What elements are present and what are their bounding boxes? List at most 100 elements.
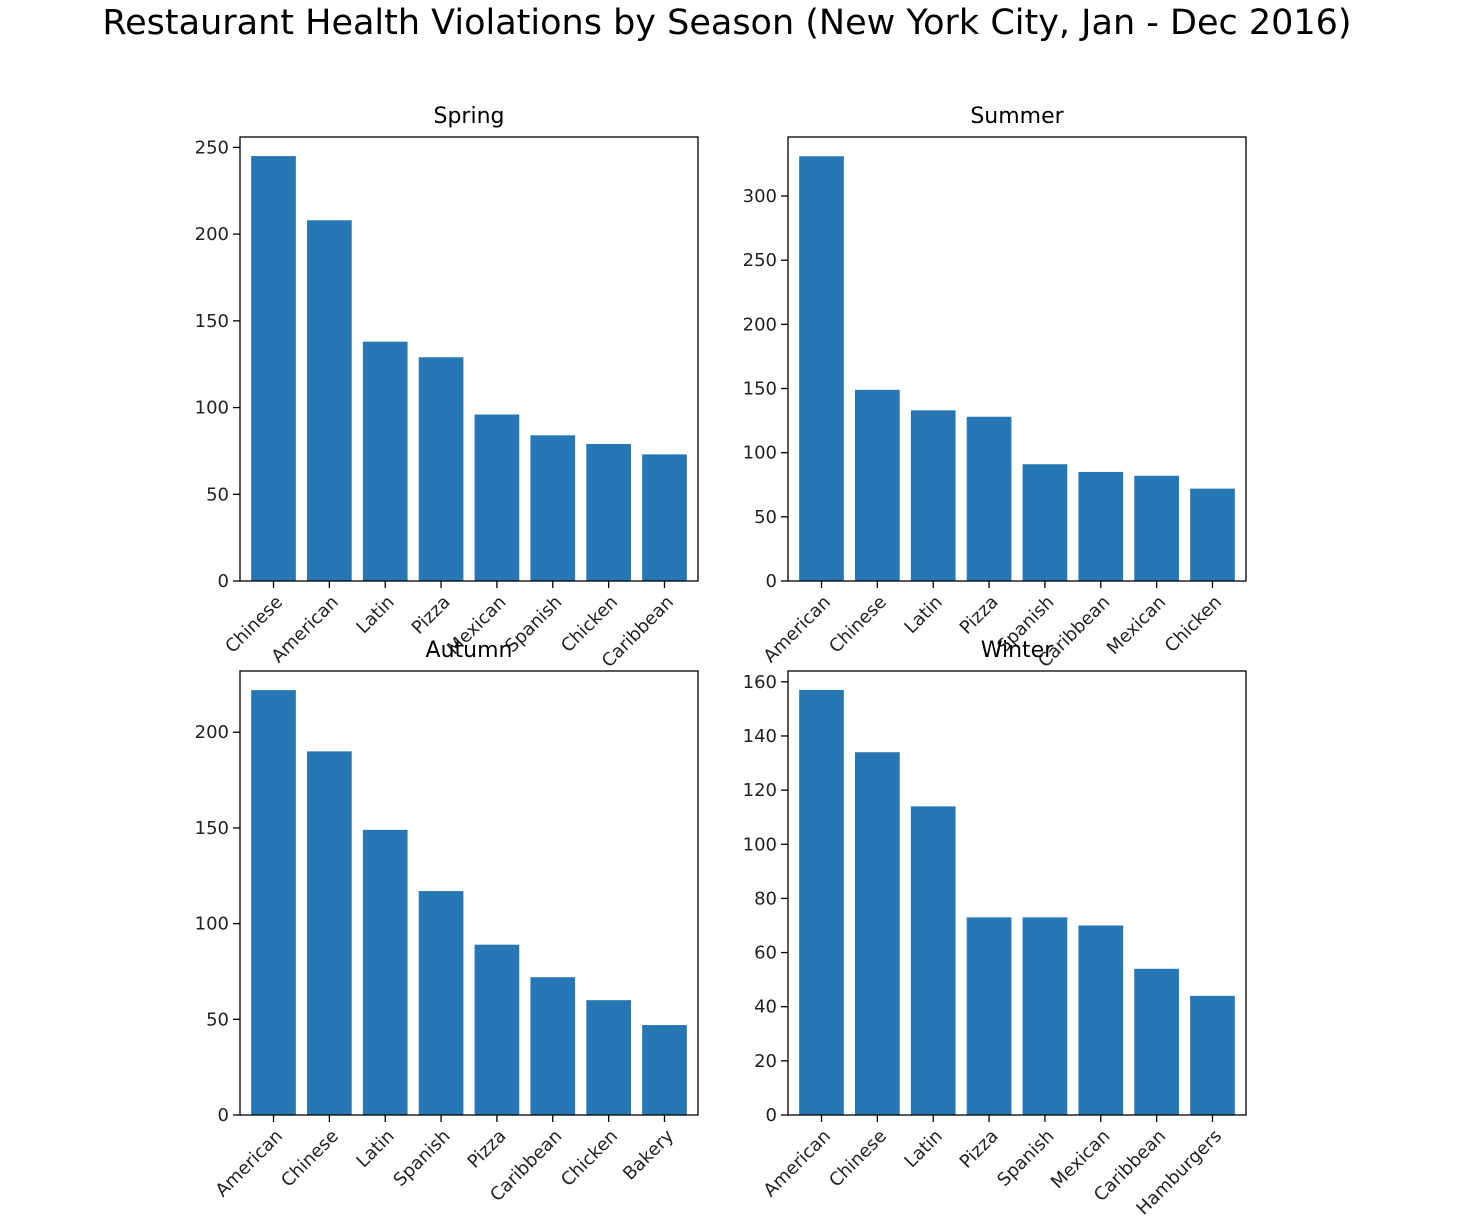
bar-pizza xyxy=(418,357,464,581)
bar-series xyxy=(251,156,687,581)
bar-chicken xyxy=(586,443,631,581)
y-tick-label: 200 xyxy=(195,722,229,743)
bar-chinese xyxy=(855,752,900,1115)
y-tick-label: 50 xyxy=(754,507,777,528)
bar-hamburgers xyxy=(1190,995,1235,1115)
bar-series xyxy=(251,690,687,1115)
x-tick-label: Latin xyxy=(900,1126,946,1172)
bar-latin xyxy=(362,341,408,581)
x-tick-label: American xyxy=(760,592,835,667)
y-tick-label: 150 xyxy=(743,379,777,400)
bar-american xyxy=(307,220,352,581)
x-tick-label: Pizza xyxy=(956,592,1003,639)
y-tick-label: 300 xyxy=(743,186,777,207)
x-tick-label: Chinese xyxy=(825,592,891,658)
axes-frame xyxy=(239,670,699,1116)
y-tick-label: 0 xyxy=(766,571,777,592)
y-tick-label: 20 xyxy=(754,1051,777,1072)
bar-caribbean xyxy=(530,977,576,1115)
bar-pizza xyxy=(474,944,520,1115)
bar-bakery xyxy=(642,1025,687,1115)
y-tick-label: 50 xyxy=(206,484,229,505)
bar-spanish xyxy=(530,435,576,581)
x-tick-label: Chicken xyxy=(557,1126,622,1191)
x-tick-label: American xyxy=(212,1126,287,1201)
bar-pizza xyxy=(966,917,1012,1115)
x-tick-label: Latin xyxy=(900,592,946,638)
subplot-title: Summer xyxy=(970,104,1064,129)
bar-latin xyxy=(910,410,956,581)
x-tick-label: Latin xyxy=(352,1126,398,1172)
subplot-title: Winter xyxy=(981,638,1054,663)
x-tick-label: Pizza xyxy=(464,1126,511,1173)
x-tick-label: Bakery xyxy=(619,1125,678,1184)
bar-american xyxy=(799,689,844,1115)
y-axis: 0 20 40 60 80 100 120 140 160 xyxy=(743,672,788,1126)
subplot-title: Autumn xyxy=(426,638,513,663)
axes-frame xyxy=(787,670,1247,1116)
y-tick-label: 100 xyxy=(195,398,229,419)
y-tick-label: 250 xyxy=(743,250,777,271)
figure-title: Restaurant Health Violations by Season (… xyxy=(102,3,1351,43)
y-tick-label: 140 xyxy=(743,726,777,747)
y-tick-label: 0 xyxy=(218,571,229,592)
bar-american xyxy=(799,156,844,582)
axes-frame xyxy=(787,136,1247,582)
x-tick-label: Pizza xyxy=(956,1126,1003,1173)
y-tick-label: 80 xyxy=(754,888,777,909)
x-tick-label: Pizza xyxy=(408,592,455,639)
bar-mexican xyxy=(1078,925,1124,1115)
x-tick-label: Latin xyxy=(352,592,398,638)
bar-mexican xyxy=(1134,475,1179,581)
x-tick-label: Chicken xyxy=(1161,592,1226,657)
bar-spanish xyxy=(418,891,464,1115)
y-tick-label: 150 xyxy=(195,311,229,332)
y-tick-label: 60 xyxy=(754,943,777,964)
subplot-title: Spring xyxy=(434,104,505,129)
x-tick-label: Chinese xyxy=(825,1126,891,1192)
x-tick-label: Mexican xyxy=(1103,592,1170,659)
y-tick-label: 0 xyxy=(766,1105,777,1126)
bar-american xyxy=(251,690,296,1115)
y-tick-label: 120 xyxy=(743,780,777,801)
bar-caribbean xyxy=(642,454,687,581)
bar-chicken xyxy=(1190,488,1235,581)
y-axis: 0 50 100 150 200 xyxy=(195,722,240,1126)
y-tick-label: 50 xyxy=(206,1009,229,1030)
bar-caribbean xyxy=(1134,968,1179,1115)
bar-spanish xyxy=(1022,464,1068,581)
y-axis: 0 50 100 150 200 250 300 xyxy=(743,186,788,592)
bar-series xyxy=(799,689,1235,1115)
bar-pizza xyxy=(966,416,1012,581)
bar-chinese xyxy=(855,389,900,581)
x-tick-label: Spanish xyxy=(389,1126,454,1191)
bar-latin xyxy=(362,829,408,1115)
subplot-winter: Winter 0 20 40 60 80 100 120 140 160 AmericanChine… xyxy=(743,638,1247,1219)
y-tick-label: 150 xyxy=(195,818,229,839)
x-tick-label: American xyxy=(760,1126,835,1201)
y-tick-label: 100 xyxy=(195,914,229,935)
bar-spanish xyxy=(1022,917,1068,1115)
bar-mexican xyxy=(474,414,520,581)
y-axis: 0 50 100 150 200 250 xyxy=(195,137,240,592)
y-tick-label: 40 xyxy=(754,997,777,1018)
bar-chinese xyxy=(307,751,352,1115)
bar-caribbean xyxy=(1078,471,1124,581)
y-tick-label: 250 xyxy=(195,137,229,158)
y-tick-label: 100 xyxy=(743,443,777,464)
y-tick-label: 0 xyxy=(218,1105,229,1126)
bar-latin xyxy=(910,806,956,1115)
axes-frame xyxy=(239,136,699,582)
y-tick-label: 200 xyxy=(743,314,777,335)
bar-chicken xyxy=(586,1000,631,1115)
y-tick-label: 200 xyxy=(195,224,229,245)
bar-chinese xyxy=(251,156,296,581)
y-tick-label: 160 xyxy=(743,672,777,693)
x-tick-label: Chinese xyxy=(277,1126,343,1192)
